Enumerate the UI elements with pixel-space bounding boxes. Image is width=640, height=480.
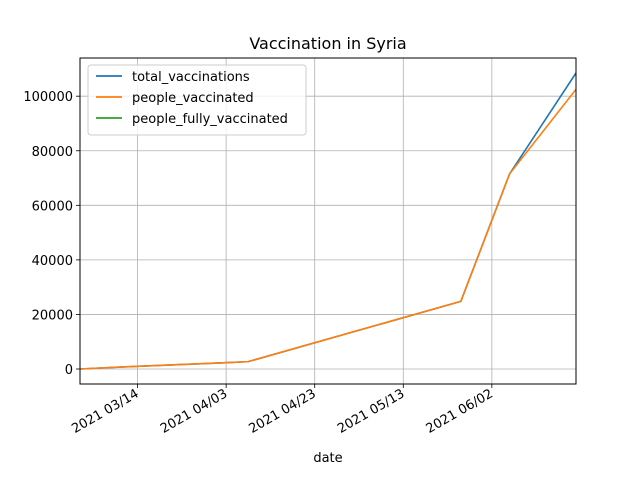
y-axis: 0 20000 40000 60000 80000 100000: [23, 90, 80, 378]
y-tick-label: 20000: [32, 308, 73, 323]
chart-title: Vaccination in Syria: [249, 34, 406, 53]
legend-box: [87, 64, 307, 136]
y-tick-label: 60000: [32, 199, 73, 214]
legend-label: people_fully_vaccinated: [132, 112, 288, 127]
y-tick-label: 40000: [32, 254, 73, 269]
y-tick-label: 80000: [32, 145, 73, 160]
y-tick-label: 0: [65, 363, 73, 378]
series-line-people-vaccinated: [80, 88, 576, 370]
plot-frame: [79, 57, 577, 385]
legend-label: total_vaccinations: [132, 70, 250, 85]
series-lines: [80, 72, 576, 370]
y-tick-label: 100000: [23, 90, 73, 105]
x-axis-label: date: [313, 451, 342, 466]
legend: total_vaccinations people_vaccinatedpeopl…: [87, 64, 307, 136]
legend-label: people_vaccinated: [132, 91, 254, 106]
